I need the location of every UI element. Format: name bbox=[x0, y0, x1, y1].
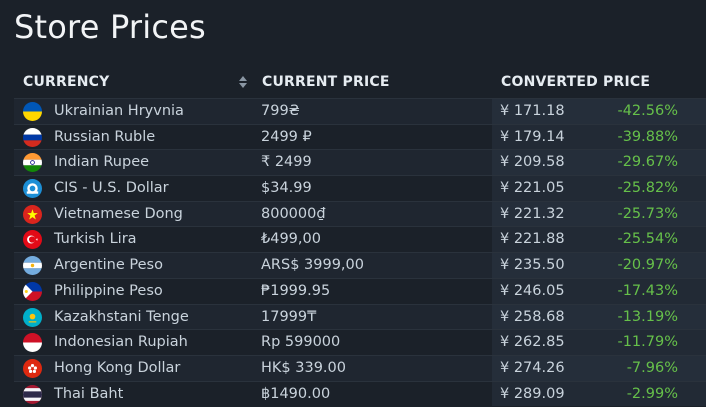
table-row[interactable]: Argentine Peso ARS$ 3999,00 ¥ 235.50 -20.97… bbox=[14, 252, 706, 278]
ua-flag-icon bbox=[23, 102, 42, 121]
converted-cell-background bbox=[492, 253, 706, 278]
ar-flag-icon bbox=[23, 256, 42, 276]
currency-name: Indonesian Rupiah bbox=[54, 334, 188, 351]
column-header-currency[interactable]: CURRENCY bbox=[23, 74, 110, 90]
column-header-current-price[interactable]: CURRENT PRICE bbox=[262, 74, 390, 90]
price-difference: -11.79% bbox=[617, 334, 678, 351]
id-flag-icon bbox=[23, 333, 42, 353]
price-difference: -13.19% bbox=[617, 308, 678, 325]
converted-cell-background bbox=[492, 381, 706, 407]
currency-name: CIS - U.S. Dollar bbox=[54, 180, 169, 197]
currency-name: Indian Rupee bbox=[54, 154, 150, 171]
converted-price: ¥ 221.88 bbox=[500, 231, 565, 248]
converted-cell-background bbox=[492, 150, 706, 176]
currency-name: Ukrainian Hryvnia bbox=[54, 103, 184, 119]
store-prices-table: CURRENCY CURRENT PRICE CONVERTED PRICE U… bbox=[14, 66, 706, 407]
table-row[interactable]: Kazakhstani Tenge 17999₸ ¥ 258.68 -13.19% bbox=[14, 303, 706, 330]
currency-name: Turkish Lira bbox=[54, 231, 137, 248]
in-flag-icon bbox=[23, 153, 42, 173]
price-difference: -29.67% bbox=[617, 154, 678, 171]
converted-cell-background bbox=[492, 355, 706, 381]
current-price: HK$ 339.00 bbox=[261, 359, 346, 376]
converted-price: ¥ 221.05 bbox=[500, 180, 565, 197]
currency-name: Kazakhstani Tenge bbox=[54, 308, 189, 325]
current-price: 2499 ₽ bbox=[261, 128, 312, 145]
kz-flag-icon bbox=[23, 307, 42, 327]
converted-price: ¥ 209.58 bbox=[500, 154, 565, 171]
table-row[interactable]: Thai Baht ฿1490.00 ¥ 289.09 -2.99% bbox=[14, 380, 706, 407]
current-price: 799₴ bbox=[261, 103, 300, 119]
converted-cell-background bbox=[492, 176, 706, 201]
converted-cell-background bbox=[492, 304, 706, 330]
converted-price: ¥ 235.50 bbox=[500, 257, 565, 274]
converted-price: ¥ 274.26 bbox=[500, 359, 565, 376]
table-row[interactable]: Philippine Peso ₱1999.95 ¥ 246.05 -17.43% bbox=[14, 277, 706, 304]
converted-price: ¥ 246.05 bbox=[500, 282, 565, 299]
price-difference: -39.88% bbox=[617, 128, 678, 145]
price-difference: -25.73% bbox=[617, 205, 678, 222]
table-header: CURRENCY CURRENT PRICE CONVERTED PRICE bbox=[14, 66, 706, 98]
current-price: ARS$ 3999,00 bbox=[261, 257, 364, 274]
currency-name: Russian Ruble bbox=[54, 128, 156, 145]
th-flag-icon bbox=[23, 384, 42, 404]
converted-price: ¥ 289.09 bbox=[500, 385, 565, 402]
cis-emblem-icon bbox=[23, 179, 42, 199]
current-price: ₺499,00 bbox=[261, 231, 321, 248]
currency-name: Hong Kong Dollar bbox=[54, 359, 181, 376]
page-title: Store Prices bbox=[14, 8, 206, 46]
current-price: $34.99 bbox=[261, 180, 312, 197]
currency-name: Thai Baht bbox=[54, 385, 124, 402]
converted-cell-background bbox=[492, 330, 706, 355]
converted-price: ¥ 258.68 bbox=[500, 308, 565, 325]
tr-flag-icon bbox=[23, 230, 42, 250]
converted-cell-background bbox=[492, 124, 706, 150]
current-price: 800000₫ bbox=[261, 205, 326, 222]
table-row[interactable]: Indonesian Rupiah Rp 599000 ¥ 262.85 -11.79… bbox=[14, 329, 706, 355]
converted-price: ¥ 171.18 bbox=[500, 103, 565, 119]
converted-price: ¥ 179.14 bbox=[500, 128, 565, 145]
table-row[interactable]: CIS - U.S. Dollar $34.99 ¥ 221.05 -25.82% bbox=[14, 175, 706, 201]
converted-price: ¥ 262.85 bbox=[500, 334, 565, 351]
converted-cell-background bbox=[492, 99, 706, 124]
currency-name: Philippine Peso bbox=[54, 282, 163, 299]
price-difference: -2.99% bbox=[626, 385, 678, 402]
table-row[interactable]: Hong Kong Dollar HK$ 339.00 ¥ 274.26 -7.96% bbox=[14, 354, 706, 381]
currency-name: Vietnamese Dong bbox=[54, 205, 183, 222]
converted-cell-background bbox=[492, 227, 706, 253]
price-difference: -25.82% bbox=[617, 180, 678, 197]
price-difference: -7.96% bbox=[626, 359, 678, 376]
converted-cell-background bbox=[492, 201, 706, 227]
price-difference: -20.97% bbox=[617, 257, 678, 274]
current-price: Rp 599000 bbox=[261, 334, 341, 351]
price-difference: -42.56% bbox=[617, 103, 678, 119]
current-price: 17999₸ bbox=[261, 308, 317, 325]
table-row[interactable]: Turkish Lira ₺499,00 ¥ 221.88 -25.54% bbox=[14, 226, 706, 253]
ph-flag-icon bbox=[23, 281, 42, 301]
table-row[interactable]: Indian Rupee ₹ 2499 ¥ 209.58 -29.67% bbox=[14, 149, 706, 176]
price-difference: -17.43% bbox=[617, 282, 678, 299]
sort-icon[interactable] bbox=[238, 74, 248, 90]
table-body: Ukrainian Hryvnia 799₴ ¥ 171.18 -42.56% Russ… bbox=[14, 98, 706, 407]
currency-name: Argentine Peso bbox=[54, 257, 163, 274]
table-row[interactable]: Vietnamese Dong 800000₫ ¥ 221.32 -25.73% bbox=[14, 200, 706, 227]
current-price: ₹ 2499 bbox=[261, 154, 312, 171]
column-header-converted-price[interactable]: CONVERTED PRICE bbox=[501, 74, 651, 90]
table-row[interactable]: Russian Ruble 2499 ₽ ¥ 179.14 -39.88% bbox=[14, 123, 706, 150]
price-difference: -25.54% bbox=[617, 231, 678, 248]
table-row[interactable]: Ukrainian Hryvnia 799₴ ¥ 171.18 -42.56% bbox=[14, 98, 706, 124]
current-price: ₱1999.95 bbox=[261, 282, 331, 299]
converted-cell-background bbox=[492, 278, 706, 304]
vn-flag-icon bbox=[23, 204, 42, 224]
current-price: ฿1490.00 bbox=[261, 385, 331, 402]
converted-price: ¥ 221.32 bbox=[500, 205, 565, 222]
hk-flag-icon bbox=[23, 358, 42, 378]
ru-flag-icon bbox=[23, 127, 42, 147]
